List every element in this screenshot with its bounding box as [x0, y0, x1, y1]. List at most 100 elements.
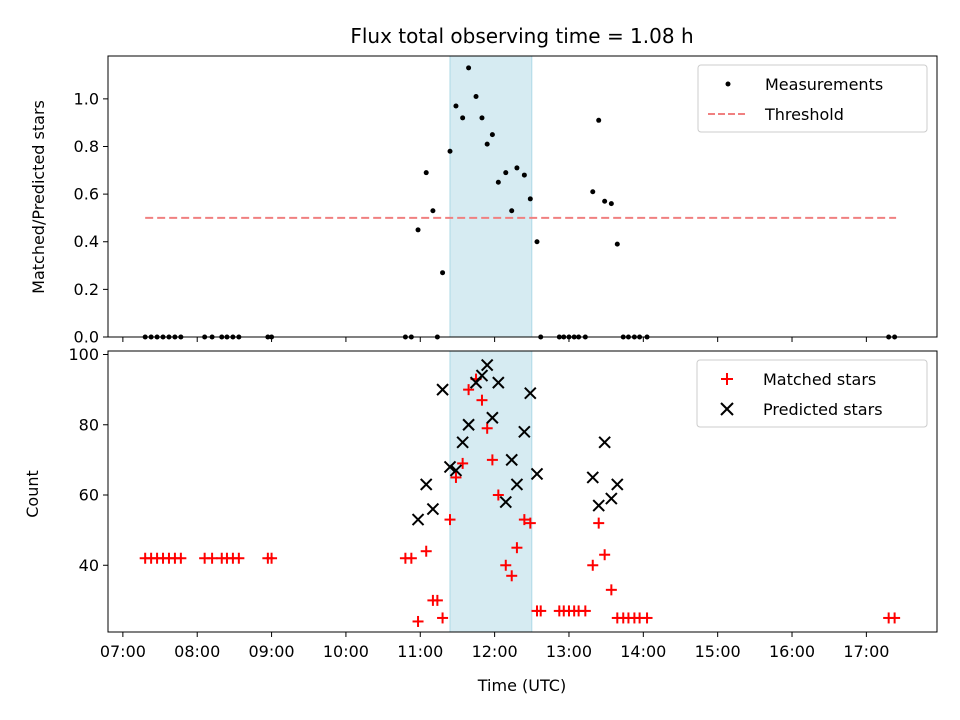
measurement-point	[503, 170, 509, 176]
predicted-star-stroke-b	[524, 386, 537, 400]
matched-star-point	[463, 384, 475, 396]
matched-star-point	[444, 514, 456, 526]
matched-star-point	[579, 605, 591, 617]
matched-star-point	[593, 517, 605, 529]
predicted-star-stroke-b	[611, 478, 624, 491]
measurement-point	[590, 189, 596, 195]
predicted-star-stroke-b	[492, 376, 505, 389]
y-tick-label: 0.4	[74, 232, 99, 251]
measurement-point	[447, 148, 453, 154]
x-tick-label: 10:00	[323, 642, 369, 661]
highlight-span	[449, 55, 533, 338]
matched-star-point	[599, 549, 611, 561]
matched-star-point	[481, 422, 493, 434]
predicted-star-stroke-b	[443, 460, 457, 474]
matched-star-point	[412, 615, 424, 627]
measurement-point	[527, 196, 533, 202]
measurement-point	[423, 170, 429, 176]
legend-threshold-label: Threshold	[764, 105, 844, 124]
top-x-axis-ticks	[122, 337, 867, 342]
measurement-point	[415, 227, 421, 233]
measurement-point	[596, 117, 602, 123]
measurement-point	[479, 115, 485, 121]
x-tick-label: 14:00	[620, 642, 666, 661]
y-tick-label: 0.2	[74, 280, 99, 299]
predicted-star-point	[475, 369, 489, 382]
measurement-point	[484, 141, 490, 147]
y-tick-label: 1.0	[74, 89, 99, 108]
x-tick-label: 11:00	[397, 642, 443, 661]
legend-measurements-label: Measurements	[765, 75, 883, 94]
y-tick-label: 80	[79, 415, 99, 434]
measurement-point	[466, 65, 472, 71]
x-tick-label: 12:00	[472, 642, 518, 661]
predicted-star-stroke-b	[426, 502, 440, 516]
predicted-star-stroke-b	[605, 492, 618, 505]
chart-title: Flux total observing time = 1.08 h	[350, 24, 693, 48]
predicted-star-stroke-b	[436, 383, 449, 396]
top-plot-frame	[107, 55, 938, 338]
predicted-star-stroke-b	[449, 464, 463, 477]
predicted-star-point	[505, 453, 518, 467]
matched-star-point	[405, 552, 417, 564]
measurement-point	[608, 201, 614, 207]
predicted-star-stroke-b	[411, 513, 425, 526]
x-tick-label: 15:00	[695, 642, 741, 661]
matched-star-point	[476, 394, 488, 406]
x-tick-label: 16:00	[769, 642, 815, 661]
y-tick-label: 0.6	[74, 185, 99, 204]
measurement-point	[453, 103, 459, 109]
predicted-star-point	[411, 513, 425, 526]
x-tick-label: 17:00	[843, 642, 889, 661]
x-tick-label: 13:00	[546, 642, 592, 661]
top-legend: Measurements Threshold	[697, 64, 928, 133]
matched-star-point	[206, 552, 218, 564]
predicted-star-stroke-b	[510, 478, 524, 491]
predicted-star-stroke-b	[420, 478, 433, 491]
matched-star-point	[518, 514, 530, 526]
predicted-star-point	[518, 425, 531, 438]
measurement-point	[534, 239, 540, 245]
matched-star-point	[506, 570, 518, 582]
predicted-star-point	[598, 436, 611, 449]
matched-star-point	[524, 517, 536, 529]
predicted-star-point	[436, 383, 449, 396]
x-tick-label: 08:00	[174, 642, 220, 661]
predicted-star-point	[449, 464, 463, 477]
bottom-y-axis-label: Count	[23, 470, 42, 518]
predicted-star-point	[510, 478, 524, 491]
legend-matched-stars-label: Matched stars	[763, 370, 876, 389]
measurement-point	[489, 132, 495, 138]
predicted-star-stroke-b	[586, 471, 599, 484]
bottom-panel: 40 60 80 100 07:00 08:00 09:00 10:00 11:00 12:00…	[23, 345, 938, 695]
predicted-star-point	[530, 467, 544, 481]
legend-matched-stars-marker	[721, 373, 733, 385]
measurement-point	[602, 198, 608, 204]
top-y-axis-label: Matched/Predicted stars	[29, 100, 48, 294]
matched-star-point	[486, 454, 498, 466]
matched-star-point	[450, 471, 462, 483]
predicted-star-stroke-b	[475, 369, 489, 382]
predicted-star-point	[492, 376, 505, 389]
matched-star-point	[233, 552, 245, 564]
predicted-star-stroke-b	[598, 436, 611, 449]
legend-predicted-stars-marker	[720, 402, 734, 416]
x-axis-label: Time (UTC)	[477, 676, 566, 695]
predicted-star-point	[605, 492, 618, 505]
predicted-star-point	[499, 495, 512, 509]
bottom-legend-box	[696, 359, 928, 428]
measurement-point	[460, 115, 466, 121]
matched-star-point	[431, 594, 443, 606]
measurement-point	[495, 179, 501, 185]
matched-star-point	[587, 559, 599, 571]
y-tick-label: 100	[68, 345, 99, 364]
matched-star-point	[535, 605, 547, 617]
measurement-point	[514, 165, 520, 171]
predicted-star-stroke-b	[486, 411, 499, 424]
predicted-star-point	[592, 499, 605, 512]
measurement-point	[521, 172, 527, 178]
predicted-star-stroke-b	[456, 436, 469, 449]
measurement-point	[473, 93, 479, 99]
matched-star-point	[500, 559, 512, 571]
